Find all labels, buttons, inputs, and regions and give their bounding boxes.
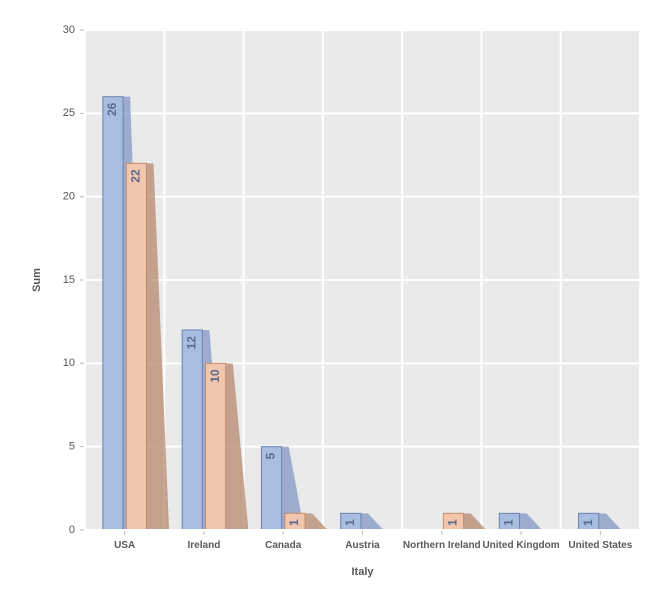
x-tick-label: United Kingdom: [482, 540, 559, 551]
x-axis-label: Italy: [351, 566, 374, 578]
x-tick-label: Northern Ireland: [403, 540, 481, 551]
bar-value-label: 1: [502, 519, 516, 526]
bar-value-label: 1: [343, 519, 357, 526]
bar-value-label: 1: [446, 519, 460, 526]
bar-value-label: 5: [264, 452, 278, 459]
bar-value-label: 26: [105, 102, 119, 116]
x-tick-label: Ireland: [188, 540, 221, 551]
bar-value-label: 1: [287, 519, 301, 526]
x-tick-label: Canada: [265, 540, 302, 551]
x-tick-label: Austria: [345, 540, 380, 551]
bar-value-label: 1: [581, 519, 595, 526]
bar-value-label: 12: [184, 336, 198, 350]
y-tick-label: 15: [63, 274, 75, 286]
bar-chart: 26221210511111051015202530USAIrelandCana…: [0, 0, 663, 601]
bar-value-label: 22: [129, 169, 143, 183]
y-tick-label: 20: [63, 191, 75, 203]
x-tick-label: United States: [568, 540, 632, 551]
bar-value-label: 10: [208, 369, 222, 383]
y-tick-label: 10: [63, 357, 75, 369]
y-tick-label: 5: [69, 441, 75, 453]
y-axis-label: Sum: [31, 268, 43, 292]
x-tick-label: USA: [114, 540, 135, 551]
y-tick-label: 25: [63, 107, 75, 119]
y-tick-label: 0: [69, 524, 75, 536]
y-tick-label: 30: [63, 24, 75, 36]
